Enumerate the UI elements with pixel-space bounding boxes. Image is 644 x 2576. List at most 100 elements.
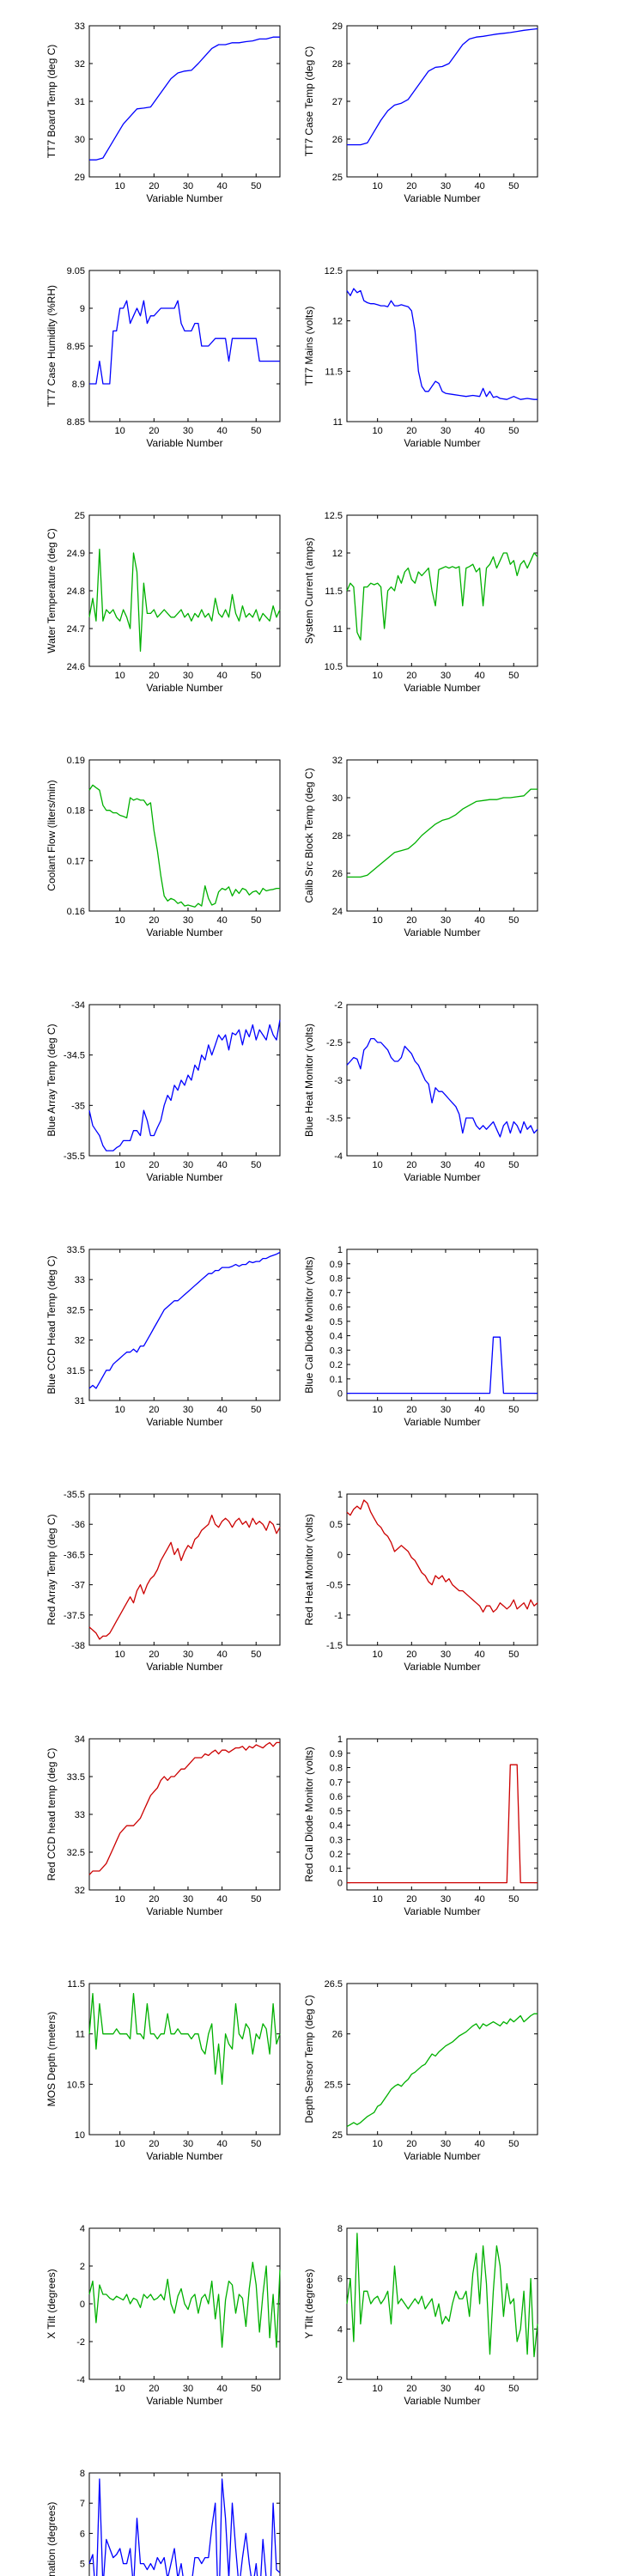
y-tick-label: 33.5 [67, 1245, 85, 1255]
plot-frame [346, 2227, 538, 2380]
y-tick-label: -4 [76, 2375, 85, 2385]
y-tick-label: 32 [75, 1336, 85, 1346]
plot-frame [88, 1983, 281, 2136]
x-tick-label: 40 [216, 181, 227, 191]
y-tick-label: 0.1 [330, 1375, 343, 1385]
x-tick-label: 30 [440, 2139, 451, 2149]
x-axis-label: Variable Number [404, 927, 480, 939]
x-tick-label: 40 [216, 915, 227, 926]
x-axis-label: Variable Number [146, 437, 222, 449]
y-tick-label: 11.5 [325, 367, 343, 377]
y-tick-label: 30 [332, 793, 343, 804]
y-tick-label: 1 [337, 1735, 343, 1745]
x-tick-label: 10 [115, 1160, 125, 1170]
y-axis-label: TT7 Case Temp (deg C) [303, 46, 315, 157]
x-axis-label: Variable Number [146, 1661, 222, 1673]
y-axis-label: Coolant Flow (liters/min) [46, 780, 58, 890]
x-tick-label: 40 [216, 1649, 227, 1660]
y-tick-label: 0.4 [330, 1332, 343, 1342]
chart-panel-9: 10 20 30 40 50 -35.5 -35 -34.5 -34 Variable Numbe… [46, 1000, 281, 1183]
series-line [89, 300, 280, 385]
y-tick-label: 0.2 [330, 1850, 343, 1860]
x-tick-label: 40 [474, 1405, 484, 1415]
series-line [88, 784, 280, 908]
x-axis-label: Variable Number [404, 1416, 480, 1428]
plot-frame [346, 759, 538, 912]
x-axis-label: Variable Number [404, 682, 480, 694]
y-tick-label: 29 [332, 21, 343, 32]
y-tick-label: 32 [332, 756, 343, 766]
plot-frame [88, 1738, 281, 1891]
x-tick-label: 10 [373, 1405, 383, 1415]
x-axis-label: Variable Number [146, 1905, 222, 1917]
x-tick-label: 30 [440, 915, 451, 926]
x-tick-label: 50 [508, 2139, 519, 2149]
y-axis-label: System Current (amps) [303, 538, 315, 644]
x-tick-label: 50 [251, 426, 261, 436]
x-tick-label: 20 [406, 181, 416, 191]
x-tick-label: 30 [183, 671, 193, 681]
y-tick-label: -3 [334, 1076, 343, 1086]
y-tick-label: -35.5 [64, 1151, 85, 1162]
y-tick-label: 0 [337, 1389, 343, 1400]
chart-panel-21: 1020304050345678Variable NumberInclinati… [46, 2469, 281, 2576]
y-tick-label: 33 [75, 1275, 85, 1285]
x-tick-label: 50 [508, 1405, 519, 1415]
y-tick-label: 12 [332, 317, 343, 327]
y-tick-label: 5 [80, 2560, 85, 2570]
y-tick-label: 0.5 [330, 1317, 343, 1327]
plot-frame [346, 1493, 538, 1646]
x-tick-label: 40 [474, 1160, 484, 1170]
y-tick-label: 0.8 [330, 1274, 343, 1285]
x-tick-label: 50 [508, 1160, 519, 1170]
y-tick-label: 26 [332, 135, 343, 145]
x-tick-label: 40 [216, 2384, 227, 2394]
y-tick-label: -4 [334, 1151, 343, 1162]
x-tick-label: 10 [373, 2384, 383, 2394]
x-tick-label: 10 [115, 1405, 125, 1415]
x-tick-label: 40 [474, 1649, 484, 1660]
series-line [89, 36, 280, 161]
y-tick-label: 10.5 [325, 662, 343, 672]
x-tick-label: 40 [474, 2384, 484, 2394]
y-axis-label: TT7 Case Humidity (%RH) [46, 285, 58, 407]
y-tick-label: 7 [80, 2499, 85, 2509]
y-tick-label: 32 [75, 1886, 85, 1896]
x-tick-label: 10 [115, 2384, 125, 2394]
x-tick-label: 30 [440, 181, 451, 191]
chart-panel-18: 10 20 30 40 50 25 25.5 26 26.5 Variable Number Dep… [303, 1979, 538, 2162]
y-axis-label: Inclination (degrees) [46, 2502, 58, 2576]
x-tick-label: 40 [474, 426, 484, 436]
x-axis-label: Variable Number [146, 1171, 222, 1183]
chart-panel-6: 10 20 30 40 50 10.5 11 11.5 12 12.5 Variable Numbe… [303, 511, 538, 694]
y-axis-label: TT7 Mains (volts) [303, 307, 315, 386]
x-tick-label: 50 [251, 2384, 261, 2394]
x-tick-label: 10 [373, 2139, 383, 2149]
y-tick-label: 8 [337, 2224, 343, 2234]
y-axis-label: Depth Sensor Temp (deg C) [303, 1995, 315, 2123]
y-axis-label: Y Tilt (degrees) [303, 2269, 315, 2338]
x-axis-label: Variable Number [146, 2395, 222, 2407]
y-axis-label: Blue Heat Monitor (volts) [303, 1024, 315, 1137]
plot-frame [88, 1493, 281, 1646]
x-tick-label: 30 [440, 1649, 451, 1660]
x-tick-label: 30 [183, 1160, 193, 1170]
x-axis-label: Variable Number [146, 682, 222, 694]
plot-frame [346, 270, 538, 422]
y-tick-label: 0.9 [330, 1749, 343, 1759]
y-tick-label: 8.85 [67, 417, 85, 428]
y-tick-label: -1.5 [326, 1641, 343, 1651]
y-tick-label: 0 [337, 1550, 343, 1560]
x-tick-label: 20 [149, 1894, 159, 1905]
series-line [88, 1019, 281, 1151]
x-tick-label: 40 [474, 181, 484, 191]
x-tick-label: 50 [508, 915, 519, 926]
x-tick-label: 50 [508, 1894, 519, 1905]
y-tick-label: 31.5 [67, 1366, 85, 1376]
x-tick-label: 40 [216, 1405, 227, 1415]
plot-frame [346, 514, 538, 667]
y-tick-label: 0.9 [330, 1260, 343, 1270]
y-tick-label: -37 [71, 1581, 85, 1591]
x-axis-label: Variable Number [146, 2150, 222, 2162]
